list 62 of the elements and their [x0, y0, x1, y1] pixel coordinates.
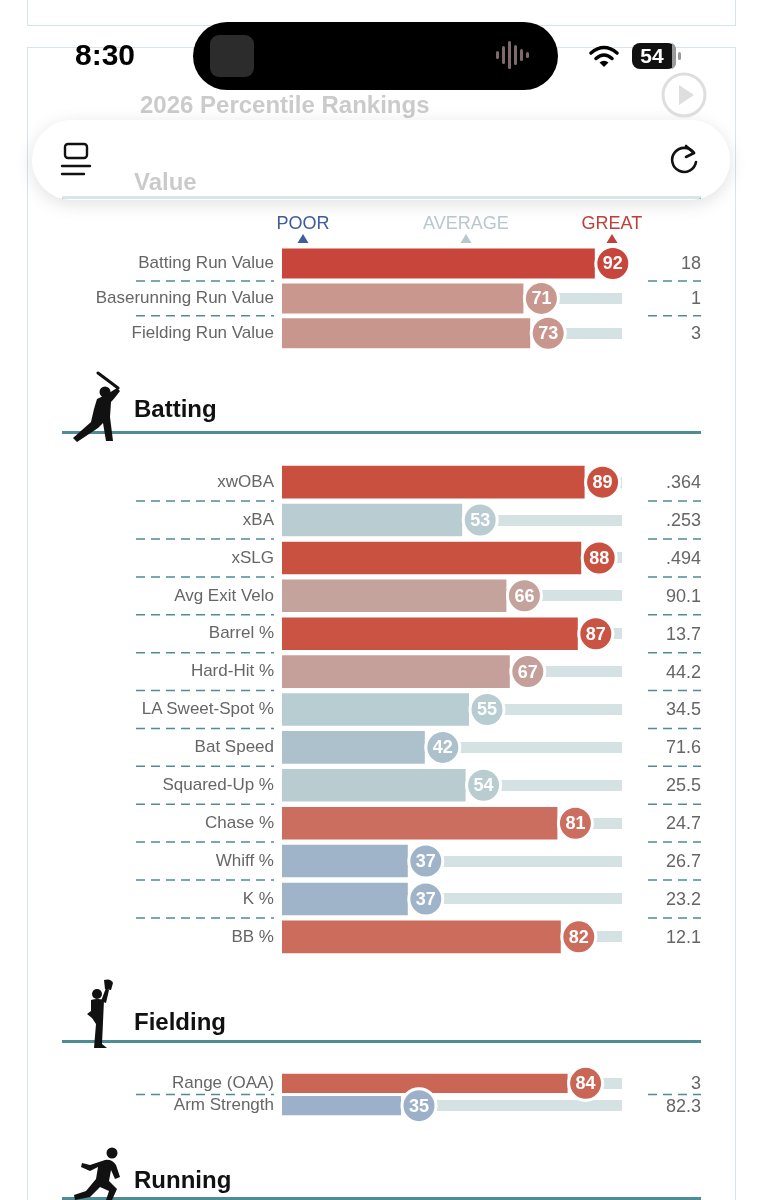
text: 82.3	[665, 1095, 701, 1116]
y-tick-label: Baserunning Run Value	[95, 288, 274, 308]
chart-title: Fielding	[134, 1008, 226, 1036]
y-tick-label: K %	[242, 888, 274, 908]
data-label: 71	[531, 288, 552, 309]
text: 71.6	[665, 736, 701, 757]
y-tick-label: xSLG	[231, 547, 274, 567]
data-label: 81	[565, 812, 586, 833]
y-tick-label: Avg Exit Velo	[174, 585, 274, 605]
y-tick-label: Fielding Run Value	[131, 323, 274, 343]
text: .494	[665, 547, 701, 568]
data-label: 73	[538, 323, 559, 344]
data-label: 67	[517, 661, 538, 682]
text: 26.7	[665, 850, 701, 871]
text: 90.1	[665, 585, 701, 606]
text: 18	[680, 253, 701, 274]
text: 13.7	[665, 623, 701, 644]
y-tick-label: Whiff %	[215, 850, 274, 870]
text: 8:30	[75, 38, 136, 72]
y-tick-label: Range (OAA)	[171, 1072, 274, 1092]
text: POOR	[276, 212, 330, 233]
text: 3	[690, 323, 701, 344]
text: GREAT	[581, 212, 643, 233]
data-label: 37	[415, 850, 436, 871]
data-label: 88	[589, 547, 610, 568]
text: .253	[665, 509, 701, 530]
data-label: 53	[470, 509, 491, 530]
data-label: 92	[602, 253, 623, 274]
data-label: 87	[585, 623, 606, 644]
chart-title: Batting	[134, 395, 217, 423]
y-tick-label: LA Sweet-Spot %	[141, 698, 274, 718]
y-tick-label: Squared-Up %	[162, 774, 274, 794]
text: 24.7	[665, 812, 701, 833]
y-tick-label: xBA	[242, 509, 275, 529]
y-tick-label: Arm Strength	[173, 1094, 274, 1114]
y-tick-label: Chase %	[205, 812, 274, 832]
y-tick-label: Bat Speed	[194, 736, 274, 756]
text: 44.2	[665, 661, 701, 682]
text: 23.2	[665, 888, 701, 909]
data-label: 54	[473, 774, 494, 795]
data-label: 84	[575, 1072, 596, 1093]
data-label: 55	[476, 698, 498, 719]
text: 1	[690, 288, 701, 309]
y-tick-label: BB %	[231, 926, 274, 946]
y-tick-label: xwOBA	[217, 471, 275, 491]
data-label: 89	[592, 471, 613, 492]
data-label: 66	[514, 585, 535, 606]
text: AVERAGE	[423, 212, 509, 233]
y-tick-label: Hard-Hit %	[190, 660, 274, 680]
text: 25.5	[665, 774, 701, 795]
data-label: 82	[568, 926, 589, 947]
data-label: 42	[432, 736, 453, 757]
text: Running	[134, 1166, 232, 1194]
text: 12.1	[665, 926, 701, 947]
y-tick-label: Barrel %	[208, 622, 274, 642]
text: 34.5	[665, 698, 701, 719]
y-tick-label: Batting Run Value	[138, 253, 274, 273]
text: .364	[665, 471, 701, 492]
data-label: 37	[415, 888, 436, 909]
text: 3	[690, 1072, 701, 1093]
text: 54	[639, 43, 665, 69]
data-label: 35	[408, 1095, 430, 1116]
